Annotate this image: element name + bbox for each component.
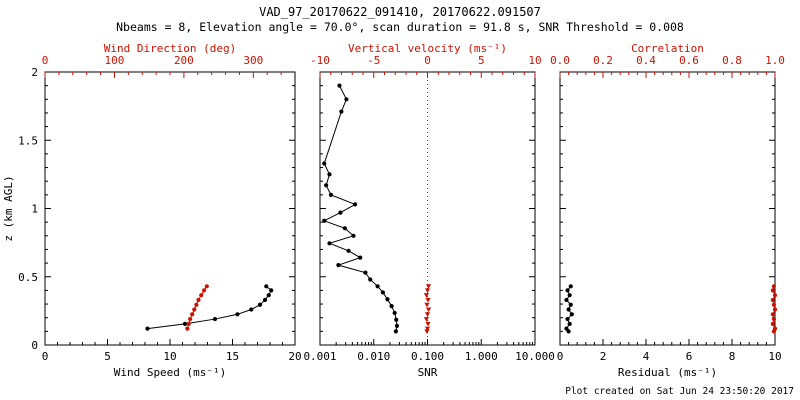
svg-text:15: 15 [226,350,239,363]
svg-text:0.001: 0.001 [303,350,336,363]
svg-text:Correlation: Correlation [631,42,704,55]
svg-text:100: 100 [105,54,125,67]
svg-text:1.5: 1.5 [18,134,38,147]
svg-text:0.2: 0.2 [593,54,613,67]
svg-text:0: 0 [557,350,564,363]
svg-text:4: 4 [643,350,650,363]
svg-text:0.6: 0.6 [679,54,699,67]
svg-text:Wind Speed (ms⁻¹): Wind Speed (ms⁻¹) [114,366,227,379]
plot-subtitle: Nbeams = 8, Elevation angle = 70.0°, sca… [116,20,684,34]
svg-text:10: 10 [528,54,541,67]
svg-text:0.8: 0.8 [722,54,742,67]
svg-text:Residual (ms⁻¹): Residual (ms⁻¹) [618,366,717,379]
svg-text:0: 0 [42,54,49,67]
svg-text:5: 5 [478,54,485,67]
svg-text:1.000: 1.000 [465,350,498,363]
svg-text:SNR: SNR [418,366,438,379]
svg-text:5: 5 [104,350,111,363]
svg-text:0.010: 0.010 [357,350,390,363]
svg-text:z (km AGL): z (km AGL) [2,175,15,241]
svg-text:1.0: 1.0 [765,54,785,67]
svg-text:8: 8 [729,350,736,363]
svg-text:10: 10 [163,350,176,363]
svg-text:6: 6 [686,350,693,363]
svg-text:0: 0 [31,339,38,352]
svg-text:-5: -5 [367,54,380,67]
svg-text:10: 10 [768,350,781,363]
svg-text:2: 2 [600,350,607,363]
svg-text:0.100: 0.100 [411,350,444,363]
plot-created-timestamp: Plot created on Sat Jun 24 23:50:20 2017 [565,386,794,397]
svg-text:200: 200 [174,54,194,67]
svg-text:Wind Direction (deg): Wind Direction (deg) [104,42,236,55]
svg-text:20: 20 [288,350,301,363]
svg-text:2: 2 [31,66,38,79]
svg-text:300: 300 [243,54,263,67]
plot-title: VAD_97_20170622_091410, 20170622.091507 [259,5,541,19]
svg-text:Vertical velocity (ms⁻¹): Vertical velocity (ms⁻¹) [348,42,507,55]
svg-text:0: 0 [424,54,431,67]
svg-text:0.0: 0.0 [550,54,570,67]
svg-text:0: 0 [42,350,49,363]
svg-text:0.4: 0.4 [636,54,656,67]
svg-text:10.000: 10.000 [515,350,555,363]
svg-text:0.5: 0.5 [18,271,38,284]
svg-text:-10: -10 [310,54,330,67]
svg-text:1: 1 [31,203,38,216]
